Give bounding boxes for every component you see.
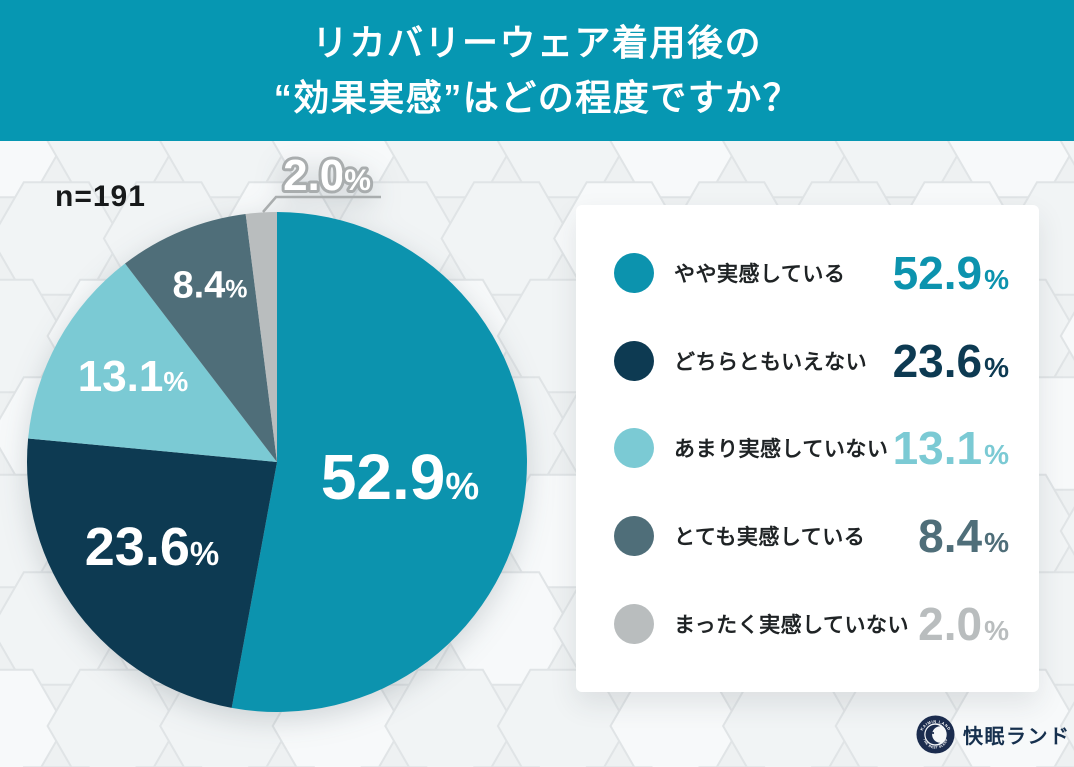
page-title-line-2: “効果実感”はどの程度ですか？ xyxy=(273,76,801,118)
pie-label-segment-2: 23.6% xyxy=(84,517,220,577)
legend-color-dot xyxy=(614,516,654,557)
legend-label: どちらともいえない xyxy=(674,350,868,374)
legend-label: やや実感している xyxy=(674,262,846,286)
header: リカバリーウェア着用後の “効果実感”はどの程度ですか？ xyxy=(0,0,1074,141)
legend-item: どちらともいえない 23.6% xyxy=(614,317,1009,405)
hexagon-tile xyxy=(1059,311,1074,361)
legend-color-dot xyxy=(614,604,654,645)
legend-item: とても実感している 8.4% xyxy=(614,492,1009,580)
brand-footer: KAIMIN LAND THE BEST SLEEP 快眠ランド xyxy=(916,715,1071,754)
legend-value: 52.9% xyxy=(892,246,1009,299)
pie-slice-4 xyxy=(125,213,277,462)
pie-slice-5 xyxy=(245,212,277,462)
sample-size-label: n=191 xyxy=(55,180,146,213)
pie-slice-3 xyxy=(28,263,277,462)
legend-color-dot xyxy=(614,340,654,381)
legend-item: まったく実感していない 2.0% xyxy=(614,580,1009,668)
brand-badge-icon: KAIMIN LAND THE BEST SLEEP xyxy=(916,715,955,754)
pie-label-segment-3: 13.1% xyxy=(77,352,189,401)
legend-label: とても実感している xyxy=(674,526,866,550)
legend-color-dot xyxy=(614,428,654,469)
legend-item: やや実感している 52.9% xyxy=(614,229,1009,317)
hexagon-tile xyxy=(1059,141,1074,166)
pie-label-segment-1: 52.9% xyxy=(320,441,480,513)
pie-slices xyxy=(27,212,527,712)
hexagon-tile xyxy=(1059,506,1074,556)
hexagon-tile xyxy=(1059,701,1074,751)
legend-value: 2.0% xyxy=(918,598,1009,651)
legend-value: 23.6% xyxy=(892,334,1009,387)
pie-chart: 2.0% xyxy=(27,148,527,712)
pie-label-segment-4: 8.4% xyxy=(172,264,248,307)
page-title-line-1: リカバリーウェア着用後の xyxy=(311,21,762,63)
legend-label: まったく実感していない xyxy=(674,614,910,638)
legend-item: あまり実感していない 13.1% xyxy=(614,405,1009,493)
legend-value: 8.4% xyxy=(918,510,1009,563)
hexagon-tile xyxy=(0,141,67,199)
pie-slice-2 xyxy=(27,438,277,708)
legend-label: あまり実感していない xyxy=(674,438,889,462)
callout-leader-line xyxy=(262,195,381,213)
pie-slice-1 xyxy=(231,212,527,712)
legend-value: 13.1% xyxy=(892,422,1009,475)
pie-label-smallest-segment: 2.0% xyxy=(283,151,371,200)
legend-color-dot xyxy=(614,252,654,293)
brand-name: 快眠ランド xyxy=(963,726,1071,748)
legend: やや実感している 52.9% どちらともいえない 23.6% あまり実感していな… xyxy=(576,205,1039,692)
